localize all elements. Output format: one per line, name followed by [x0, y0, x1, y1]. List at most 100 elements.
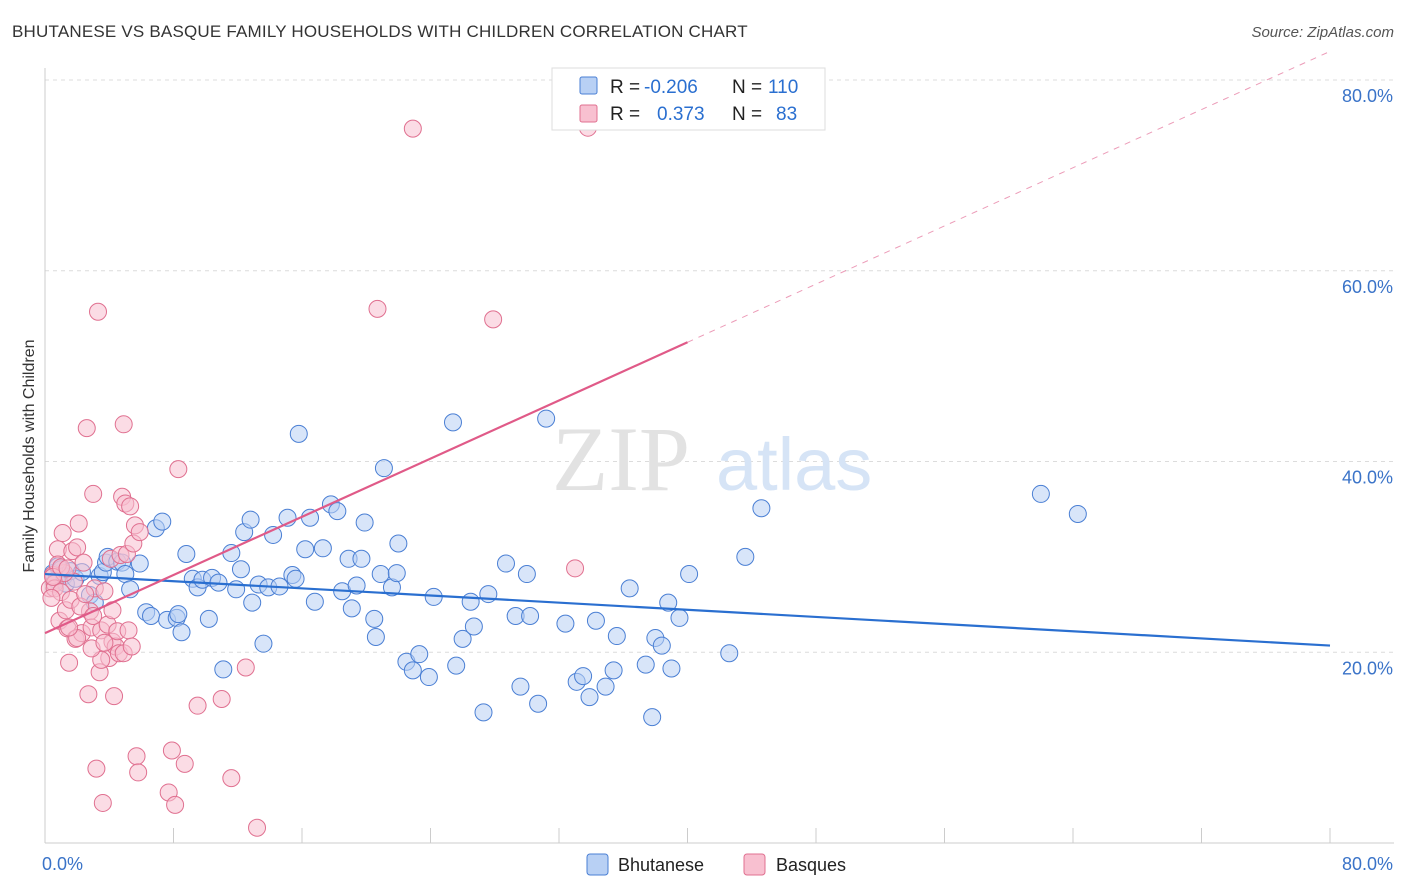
- x-tick-label: 0.0%: [42, 854, 83, 874]
- data-point-basques: [93, 793, 112, 812]
- data-point-bhutanese: [604, 661, 623, 680]
- trend-line-basques: [44, 341, 688, 635]
- watermark-zip: ZIP: [552, 408, 690, 510]
- axes: [44, 68, 1394, 844]
- data-point-bhutanese: [453, 629, 472, 648]
- legend-swatch-bhutanese: [579, 76, 598, 95]
- data-point-bhutanese: [1031, 484, 1050, 503]
- trend-line-bhutanese: [44, 572, 1331, 647]
- data-point-basques: [129, 763, 148, 782]
- data-point-bhutanese: [461, 592, 480, 611]
- data-point-bhutanese: [517, 565, 536, 584]
- data-point-basques: [58, 559, 77, 578]
- data-point-basques: [566, 559, 585, 578]
- data-point-bhutanese: [447, 656, 466, 675]
- series-legend-swatch-bhutanese: [586, 853, 609, 876]
- data-point-bhutanese: [365, 609, 384, 628]
- y-tick-label: 60.0%: [1342, 277, 1393, 297]
- data-point-basques: [121, 497, 140, 516]
- data-point-bhutanese: [153, 512, 172, 531]
- data-point-bhutanese: [607, 627, 626, 646]
- data-point-basques: [87, 759, 106, 778]
- data-point-basques: [222, 769, 241, 788]
- trend-lines: [44, 50, 1331, 647]
- data-point-bhutanese: [352, 549, 371, 568]
- data-point-bhutanese: [231, 560, 250, 579]
- data-point-bhutanese: [289, 424, 308, 443]
- data-point-bhutanese: [177, 545, 196, 564]
- data-point-basques: [175, 754, 194, 773]
- legend-n-label: N =: [732, 104, 762, 125]
- data-point-basques: [248, 818, 267, 837]
- chart-title: BHUTANESE VS BASQUE FAMILY HOUSEHOLDS WI…: [12, 22, 748, 41]
- data-point-bhutanese: [199, 609, 218, 628]
- stats-legend-row-basques: R = 0.373 N = 83: [579, 104, 797, 125]
- series-legend: Bhutanese Basques: [586, 853, 846, 876]
- data-point-bhutanese: [620, 579, 639, 598]
- data-point-bhutanese: [496, 554, 515, 573]
- data-point-bhutanese: [142, 607, 161, 626]
- data-point-basques: [84, 484, 103, 503]
- data-point-bhutanese: [521, 607, 540, 626]
- data-point-basques: [105, 687, 124, 706]
- data-point-bhutanese: [116, 565, 135, 584]
- data-point-bhutanese: [580, 688, 599, 707]
- data-point-bhutanese: [342, 599, 361, 618]
- data-point-basques: [53, 524, 72, 543]
- data-point-basques: [236, 658, 255, 677]
- data-point-bhutanese: [419, 668, 438, 687]
- trend-line-basques-extension: [687, 50, 1331, 343]
- legend-swatch-basques: [579, 104, 598, 123]
- data-point-bhutanese: [254, 634, 273, 653]
- data-point-bhutanese: [403, 661, 422, 680]
- data-point-bhutanese: [670, 608, 689, 627]
- series-points: [40, 118, 1087, 837]
- data-point-basques: [188, 696, 207, 715]
- watermark-atlas: atlas: [716, 423, 872, 506]
- data-point-bhutanese: [1068, 504, 1087, 523]
- data-point-bhutanese: [130, 554, 149, 573]
- legend-n-value: 83: [776, 104, 797, 125]
- watermark: ZIP atlas: [552, 408, 872, 510]
- data-point-bhutanese: [347, 576, 366, 595]
- data-point-bhutanese: [659, 593, 678, 612]
- data-point-bhutanese: [574, 667, 593, 686]
- y-tick-label: 40.0%: [1342, 468, 1393, 488]
- data-point-bhutanese: [680, 565, 699, 584]
- legend-r-value: 0.373: [657, 104, 705, 125]
- data-point-bhutanese: [328, 502, 347, 521]
- data-point-bhutanese: [474, 703, 493, 722]
- data-point-basques: [484, 310, 503, 329]
- source-credit: Source: ZipAtlas.com: [1251, 24, 1394, 41]
- x-tick-labels: 0.0% 80.0%: [42, 854, 1393, 874]
- data-point-basques: [95, 633, 114, 652]
- data-point-bhutanese: [443, 413, 462, 432]
- data-point-basques: [130, 523, 149, 542]
- data-point-basques: [42, 588, 61, 607]
- data-point-basques: [169, 460, 188, 479]
- data-point-bhutanese: [556, 614, 575, 633]
- data-point-bhutanese: [355, 513, 374, 532]
- data-point-basques: [89, 302, 108, 321]
- data-point-bhutanese: [596, 677, 615, 696]
- data-point-bhutanese: [662, 659, 681, 678]
- data-point-bhutanese: [586, 611, 605, 630]
- data-point-basques: [122, 637, 141, 656]
- data-point-bhutanese: [410, 645, 429, 664]
- legend-n-value: 110: [768, 77, 798, 98]
- data-point-basques: [162, 741, 181, 760]
- data-point-basques: [74, 553, 93, 572]
- data-point-basques: [84, 607, 103, 626]
- data-point-bhutanese: [720, 644, 739, 663]
- data-point-bhutanese: [366, 627, 385, 646]
- data-point-bhutanese: [464, 617, 483, 636]
- data-point-bhutanese: [371, 565, 390, 584]
- legend-r-label: R =: [610, 104, 640, 125]
- data-point-basques: [95, 582, 114, 601]
- stats-legend: R = -0.206 N = 110 R = 0.373 N = 83: [551, 67, 826, 131]
- data-point-bhutanese: [529, 694, 548, 713]
- data-point-basques: [212, 689, 231, 708]
- series-legend-swatch-basques: [743, 853, 766, 876]
- data-point-bhutanese: [387, 564, 406, 583]
- data-point-bhutanese: [241, 510, 260, 529]
